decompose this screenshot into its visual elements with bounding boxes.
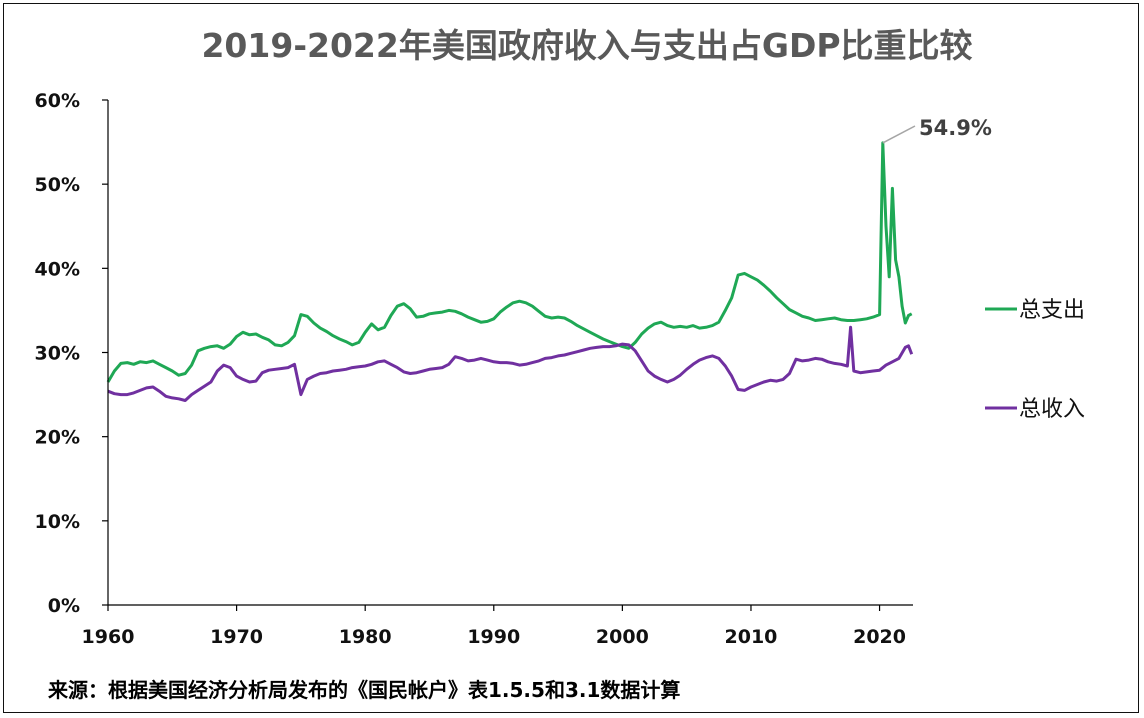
series-layer <box>106 141 914 402</box>
x-tick-label: 2010 <box>725 626 778 648</box>
chart-title: 2019-2022年美国政府收入与支出占GDP比重比较 <box>201 26 972 65</box>
source-note: 来源：根据美国经济分析局发布的《国民帐户》表1.5.5和3.1数据计算 <box>47 678 680 702</box>
y-tick-label: 20% <box>35 427 80 449</box>
legend: 总支出 总收入 <box>985 298 1085 422</box>
y-tick-label: 10% <box>35 511 80 533</box>
x-tick-label: 1970 <box>210 626 263 648</box>
series-line-revenue <box>107 325 914 402</box>
series-line-spending <box>106 141 913 383</box>
y-tick-label: 30% <box>35 343 80 365</box>
legend-label-revenue: 总收入 <box>1019 397 1085 422</box>
x-tick-label: 2000 <box>596 626 649 648</box>
y-tick-label: 0% <box>48 595 80 617</box>
x-tick-label: 1960 <box>82 626 135 648</box>
legend-label-spending: 总支出 <box>1019 298 1085 323</box>
axes <box>107 100 913 606</box>
x-tick-label: 1980 <box>339 626 392 648</box>
x-tick-label: 2020 <box>853 626 906 648</box>
y-tick-label: 60% <box>35 90 80 112</box>
annotation-leader-line <box>882 125 916 144</box>
y-tick-label: 50% <box>35 174 80 196</box>
x-tick-label: 1990 <box>467 626 520 648</box>
peak-annotation: 54.9% <box>919 116 992 140</box>
chart-frame <box>3 3 1139 713</box>
y-axis-ticks: 0% 10% 20% 30% 40% 50% 60% <box>35 90 108 617</box>
x-axis-ticks: 1960 1970 1980 1990 2000 2010 2020 <box>82 605 906 648</box>
y-tick-label: 40% <box>35 258 80 280</box>
